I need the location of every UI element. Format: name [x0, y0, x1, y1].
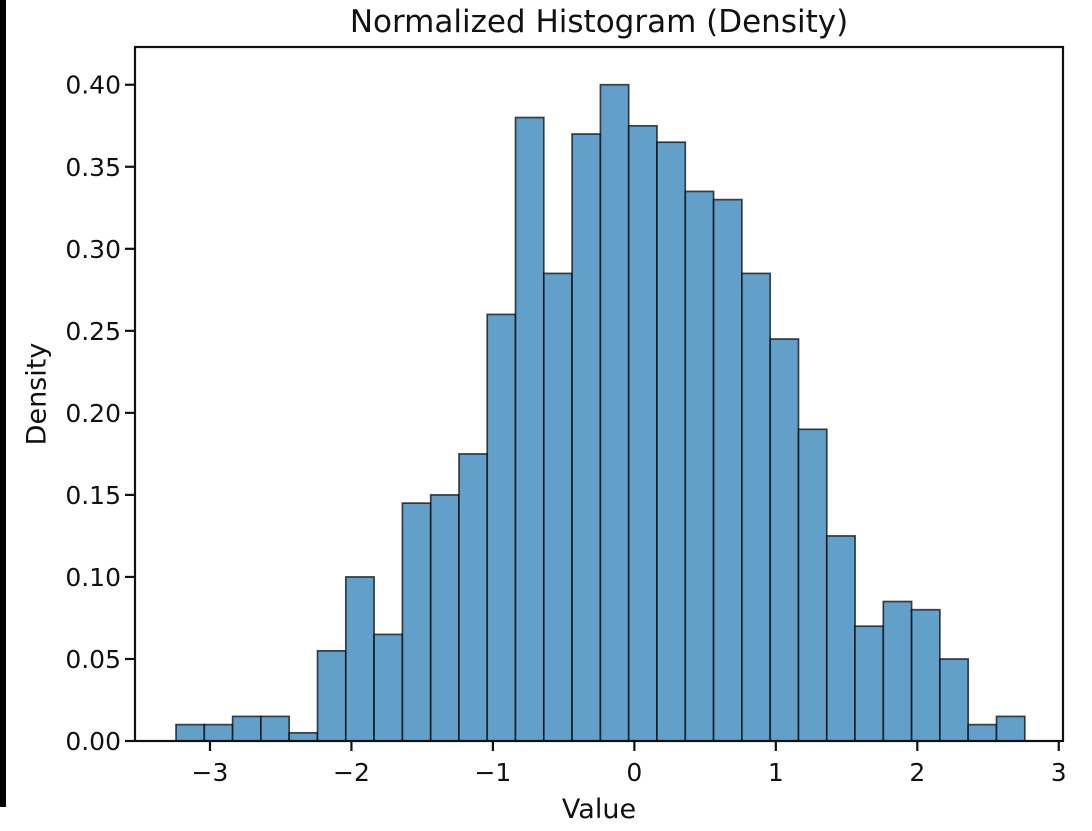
- y-tick-label: 0.10: [65, 563, 121, 592]
- histogram-bar: [458, 453, 489, 742]
- histogram-bar: [514, 116, 545, 742]
- y-tick-label: 0.00: [65, 727, 121, 756]
- histogram-bar: [684, 190, 715, 742]
- x-tick-label: 0: [626, 758, 642, 787]
- axes-spine: [133, 45, 1065, 743]
- histogram-bar: [542, 272, 573, 742]
- x-tick-label: −1: [474, 758, 511, 787]
- histogram-bar: [599, 83, 630, 742]
- histogram-bar: [288, 731, 319, 742]
- histogram-bar: [939, 658, 970, 742]
- y-axis-label: Density: [21, 342, 53, 446]
- y-tick-label: 0.15: [65, 481, 121, 510]
- x-tick-label: −2: [333, 758, 370, 787]
- x-tick-label: 2: [909, 758, 925, 787]
- histogram-bar: [741, 272, 772, 742]
- histogram-bar: [401, 502, 432, 742]
- histogram-bar: [882, 600, 913, 742]
- histogram-bar: [373, 633, 404, 742]
- histogram-bar: [344, 576, 375, 742]
- histogram-bar: [231, 715, 262, 742]
- histogram-bar: [797, 428, 828, 742]
- histogram-bar: [967, 723, 998, 742]
- histogram-bar: [825, 535, 856, 742]
- histogram-bar: [656, 141, 687, 742]
- histogram-bar: [854, 625, 885, 742]
- y-tick-label: 0.35: [65, 153, 121, 182]
- y-tick-label: 0.30: [65, 235, 121, 264]
- histogram-bar: [712, 198, 743, 742]
- x-tick-label: −3: [192, 758, 229, 787]
- x-axis-label: Value: [561, 794, 637, 825]
- x-tick-label: 1: [768, 758, 784, 787]
- histogram-bar: [627, 124, 658, 742]
- histogram-bar: [571, 133, 602, 742]
- y-tick-label: 0.25: [65, 317, 121, 346]
- histogram-bar: [203, 723, 234, 742]
- y-tick-label: 0.40: [65, 71, 121, 100]
- histogram-bar: [175, 723, 206, 742]
- x-tick-label: 3: [1051, 758, 1067, 787]
- chart-title: Normalized Histogram (Density): [349, 4, 849, 40]
- histogram-bar: [486, 313, 517, 742]
- histogram-bar: [769, 338, 800, 742]
- y-tick-label: 0.05: [65, 645, 121, 674]
- screenshot-left-border: [0, 0, 6, 807]
- histogram-bar: [910, 608, 941, 742]
- histogram-bar: [995, 715, 1026, 742]
- histogram-bar: [429, 494, 460, 742]
- histogram-bar: [260, 715, 291, 742]
- histogram-bar: [316, 649, 347, 742]
- y-tick-label: 0.20: [65, 399, 121, 428]
